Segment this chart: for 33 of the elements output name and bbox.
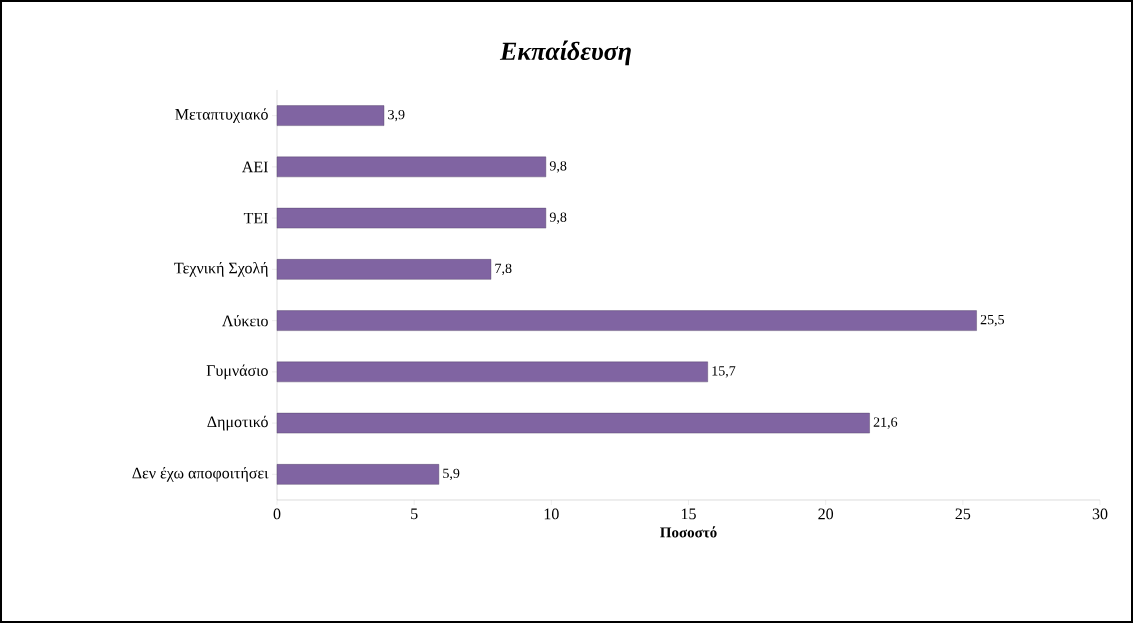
x-tick-label: 10 [544, 508, 559, 520]
bar [276, 259, 492, 280]
data-label: 15,7 [712, 366, 736, 378]
data-label: 5,9 [443, 468, 460, 481]
data-label: 9,8 [549, 161, 567, 173]
y-tick-label: Δεν έχω αποφοιτήσει [132, 467, 269, 482]
x-tick-label: 20 [818, 508, 834, 520]
chart-title: Εκπαίδευση [499, 40, 631, 66]
y-tick-label: Μεταπτυχιακό [175, 108, 268, 123]
data-label: 7,8 [495, 263, 512, 276]
data-label: 25,5 [980, 314, 1005, 327]
y-tick-label: Δημοτικό [207, 415, 268, 431]
bar [276, 105, 385, 126]
bar [276, 361, 708, 383]
x-tick-label: 30 [1092, 508, 1108, 520]
bar [276, 310, 977, 331]
x-tick-label: 25 [955, 508, 971, 520]
bar [276, 412, 870, 434]
x-tick-label: 0 [273, 508, 281, 520]
bar [276, 464, 440, 485]
y-tick-label: Τεχνική Σχολή [174, 262, 268, 277]
y-tick-label: Λύκειο [222, 314, 268, 327]
data-label: 3,9 [388, 109, 405, 122]
y-tick-label: ΤΕΙ [243, 212, 268, 224]
data-label: 9,8 [549, 212, 567, 224]
x-tick-label: 15 [681, 508, 696, 520]
bar [276, 156, 547, 178]
x-axis-title: Ποσοστό [660, 526, 717, 538]
x-tick-label: 5 [411, 508, 418, 520]
data-label: 21,6 [873, 417, 898, 429]
y-tick-label: ΑΕΙ [241, 161, 268, 173]
bar [276, 207, 547, 229]
y-tick-label: Γυμνάσιο [206, 364, 268, 380]
